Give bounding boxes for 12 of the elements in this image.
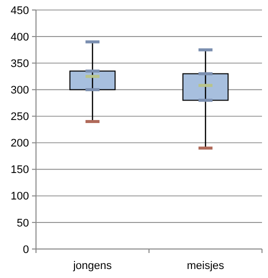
- y-tick-label: 400: [10, 31, 29, 44]
- y-tick-label: 450: [10, 4, 29, 17]
- y-tick-label: 100: [10, 190, 29, 203]
- x-tick-label: meisjes: [186, 260, 225, 272]
- y-tick-label: 0: [22, 244, 29, 256]
- x-tick-label: jongens: [72, 260, 112, 272]
- y-tick-label: 250: [10, 111, 29, 124]
- y-tick-label: 50: [16, 217, 29, 230]
- y-tick-label: 350: [10, 58, 29, 70]
- y-tick-label: 200: [10, 138, 29, 150]
- y-tick-label: 150: [10, 164, 29, 176]
- y-tick-label: 300: [10, 84, 29, 97]
